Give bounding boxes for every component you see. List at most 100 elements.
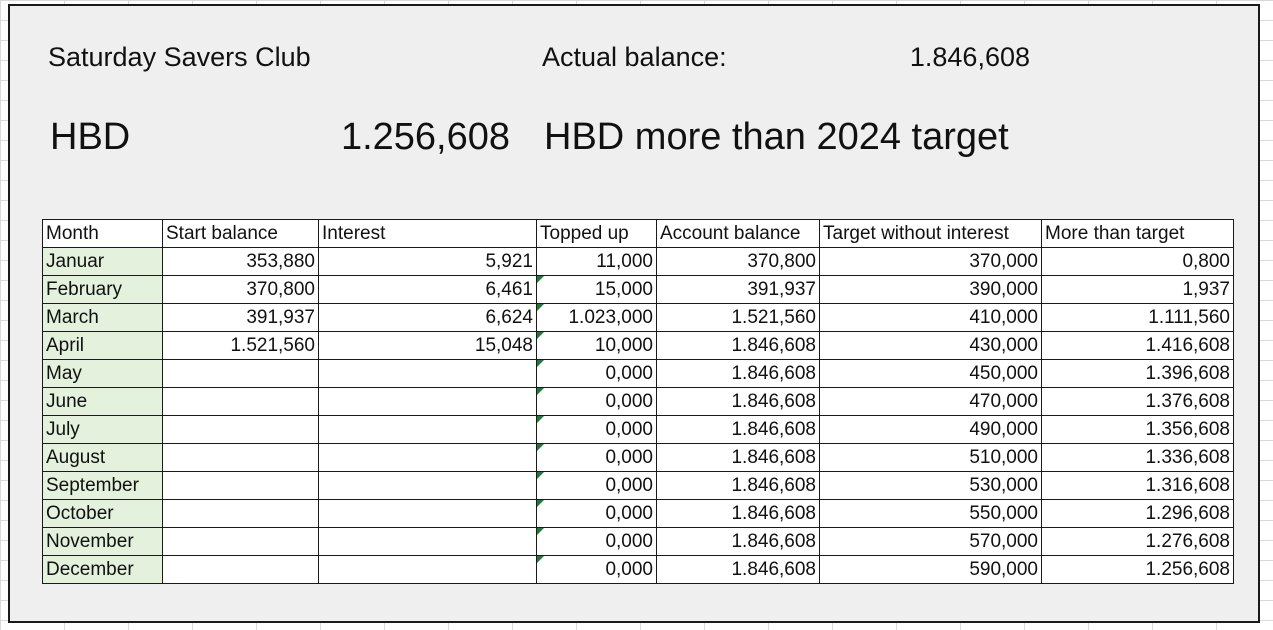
cell-more-than-target[interactable]: 1,937 — [1041, 275, 1234, 304]
table-row: October 0,000 1.846,608 550,000 1.296,608 — [42, 499, 1234, 528]
table-row: June 0,000 1.846,608 470,000 1.376,608 — [42, 387, 1234, 416]
cell-more-than-target[interactable]: 1.356,608 — [1041, 415, 1234, 444]
cell-interest[interactable]: 5,921 — [318, 247, 537, 276]
cell-start-balance[interactable]: 1.521,560 — [162, 331, 319, 360]
cell-target-without-interest[interactable]: 590,000 — [819, 555, 1042, 584]
cell-target-without-interest[interactable]: 370,000 — [819, 247, 1042, 276]
cell-account-balance[interactable]: 1.846,608 — [656, 499, 820, 528]
cell-account-balance[interactable]: 1.846,608 — [656, 359, 820, 388]
cell-topped-up[interactable]: 0,000 — [536, 555, 657, 584]
cell-target-without-interest[interactable]: 430,000 — [819, 331, 1042, 360]
cell-more-than-target[interactable]: 1.376,608 — [1041, 387, 1234, 416]
cell-account-balance[interactable]: 1.846,608 — [656, 555, 820, 584]
table-row: September 0,000 1.846,608 530,000 1.316,608 — [42, 471, 1234, 500]
cell-start-balance[interactable]: 353,880 — [162, 247, 319, 276]
savings-summary-panel: Saturday Savers Club Actual balance: 1.8… — [8, 4, 1260, 623]
cell-account-balance[interactable]: 1.846,608 — [656, 471, 820, 500]
column-header-interest[interactable]: Interest — [318, 219, 537, 248]
cell-start-balance[interactable] — [162, 387, 319, 416]
cell-topped-up[interactable]: 0,000 — [536, 359, 657, 388]
cell-month[interactable]: February — [42, 275, 163, 304]
cell-interest[interactable] — [318, 415, 537, 444]
cell-target-without-interest[interactable]: 410,000 — [819, 303, 1042, 332]
cell-topped-up[interactable]: 0,000 — [536, 415, 657, 444]
cell-interest[interactable] — [318, 443, 537, 472]
cell-interest[interactable] — [318, 555, 537, 584]
cell-more-than-target[interactable]: 1.396,608 — [1041, 359, 1234, 388]
cell-account-balance[interactable]: 1.846,608 — [656, 527, 820, 556]
table-row: July 0,000 1.846,608 490,000 1.356,608 — [42, 415, 1234, 444]
cell-interest[interactable] — [318, 499, 537, 528]
cell-interest[interactable] — [318, 527, 537, 556]
cell-target-without-interest[interactable]: 530,000 — [819, 471, 1042, 500]
cell-start-balance[interactable] — [162, 415, 319, 444]
cell-target-without-interest[interactable]: 550,000 — [819, 499, 1042, 528]
cell-month[interactable]: December — [42, 555, 163, 584]
cell-interest[interactable] — [318, 359, 537, 388]
cell-target-without-interest[interactable]: 390,000 — [819, 275, 1042, 304]
cell-more-than-target[interactable]: 0,800 — [1041, 247, 1234, 276]
cell-topped-up[interactable]: 0,000 — [536, 499, 657, 528]
cell-account-balance[interactable]: 1.846,608 — [656, 387, 820, 416]
cell-month[interactable]: August — [42, 443, 163, 472]
cell-start-balance[interactable] — [162, 555, 319, 584]
column-header-target-without-interest[interactable]: Target without interest — [819, 219, 1042, 248]
cell-topped-up[interactable]: 0,000 — [536, 527, 657, 556]
cell-topped-up[interactable]: 10,000 — [536, 331, 657, 360]
cell-month[interactable]: April — [42, 331, 163, 360]
cell-account-balance[interactable]: 1.846,608 — [656, 331, 820, 360]
cell-topped-up[interactable]: 0,000 — [536, 387, 657, 416]
cell-interest[interactable] — [318, 387, 537, 416]
cell-interest[interactable]: 15,048 — [318, 331, 537, 360]
cell-interest[interactable]: 6,624 — [318, 303, 537, 332]
column-header-account-balance[interactable]: Account balance — [656, 219, 820, 248]
cell-account-balance[interactable]: 1.846,608 — [656, 415, 820, 444]
cell-target-without-interest[interactable]: 570,000 — [819, 527, 1042, 556]
cell-more-than-target[interactable]: 1.336,608 — [1041, 443, 1234, 472]
cell-target-without-interest[interactable]: 470,000 — [819, 387, 1042, 416]
cell-start-balance[interactable] — [162, 359, 319, 388]
cell-month[interactable]: March — [42, 303, 163, 332]
cell-target-without-interest[interactable]: 450,000 — [819, 359, 1042, 388]
cell-month[interactable]: Januar — [42, 247, 163, 276]
cell-month[interactable]: July — [42, 415, 163, 444]
cell-more-than-target[interactable]: 1.111,560 — [1041, 303, 1234, 332]
cell-interest[interactable] — [318, 471, 537, 500]
cell-account-balance[interactable]: 1.521,560 — [656, 303, 820, 332]
cell-target-without-interest[interactable]: 510,000 — [819, 443, 1042, 472]
cell-topped-up[interactable]: 1.023,000 — [536, 303, 657, 332]
club-name: Saturday Savers Club — [48, 42, 311, 72]
cell-start-balance[interactable] — [162, 471, 319, 500]
cell-account-balance[interactable]: 1.846,608 — [656, 443, 820, 472]
cell-account-balance[interactable]: 370,800 — [656, 247, 820, 276]
cell-month[interactable]: September — [42, 471, 163, 500]
cell-start-balance[interactable]: 370,800 — [162, 275, 319, 304]
table-row: Januar 353,880 5,921 11,000 370,800 370,000 0,… — [42, 247, 1234, 276]
cell-target-without-interest[interactable]: 490,000 — [819, 415, 1042, 444]
cell-month[interactable]: November — [42, 527, 163, 556]
column-header-topped-up[interactable]: Topped up — [536, 219, 657, 248]
cell-topped-up[interactable]: 0,000 — [536, 443, 657, 472]
cell-month[interactable]: June — [42, 387, 163, 416]
column-header-start-balance[interactable]: Start balance — [162, 219, 319, 248]
cell-more-than-target[interactable]: 1.296,608 — [1041, 499, 1234, 528]
cell-topped-up[interactable]: 11,000 — [536, 247, 657, 276]
cell-topped-up[interactable]: 0,000 — [536, 471, 657, 500]
cell-start-balance[interactable] — [162, 527, 319, 556]
cell-more-than-target[interactable]: 1.276,608 — [1041, 527, 1234, 556]
column-header-more-than-target[interactable]: More than target — [1041, 219, 1234, 248]
cell-month[interactable]: May — [42, 359, 163, 388]
cell-topped-up[interactable]: 15,000 — [536, 275, 657, 304]
cell-more-than-target[interactable]: 1.256,608 — [1041, 555, 1234, 584]
cell-interest[interactable]: 6,461 — [318, 275, 537, 304]
cell-start-balance[interactable] — [162, 499, 319, 528]
cell-start-balance[interactable] — [162, 443, 319, 472]
cell-month[interactable]: October — [42, 499, 163, 528]
cell-account-balance[interactable]: 391,937 — [656, 275, 820, 304]
difference-text: HBD more than 2024 target — [544, 116, 1009, 158]
cell-more-than-target[interactable]: 1.316,608 — [1041, 471, 1234, 500]
cell-start-balance[interactable]: 391,937 — [162, 303, 319, 332]
table-row: August 0,000 1.846,608 510,000 1.336,608 — [42, 443, 1234, 472]
cell-more-than-target[interactable]: 1.416,608 — [1041, 331, 1234, 360]
column-header-month[interactable]: Month — [42, 219, 163, 248]
